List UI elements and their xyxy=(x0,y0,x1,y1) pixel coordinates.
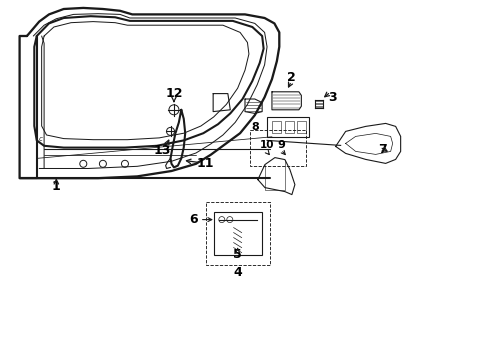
Text: 13: 13 xyxy=(154,144,172,157)
Text: 6: 6 xyxy=(190,213,198,226)
Bar xyxy=(285,121,294,133)
Text: 9: 9 xyxy=(277,140,285,150)
Text: 7: 7 xyxy=(378,143,387,156)
Text: 2: 2 xyxy=(287,71,296,84)
Bar xyxy=(206,202,270,265)
Text: 3: 3 xyxy=(328,91,337,104)
Text: 12: 12 xyxy=(165,87,183,100)
Text: 11: 11 xyxy=(197,157,215,170)
Bar xyxy=(250,130,306,166)
Text: 5: 5 xyxy=(233,248,242,261)
Text: 8: 8 xyxy=(251,122,259,132)
Text: 10: 10 xyxy=(260,140,274,150)
Text: 1: 1 xyxy=(52,180,61,193)
Bar xyxy=(272,121,281,133)
Text: 4: 4 xyxy=(233,266,242,279)
Bar xyxy=(297,121,306,133)
Text: c: c xyxy=(38,136,42,141)
Bar xyxy=(214,212,262,255)
Bar xyxy=(267,117,309,137)
